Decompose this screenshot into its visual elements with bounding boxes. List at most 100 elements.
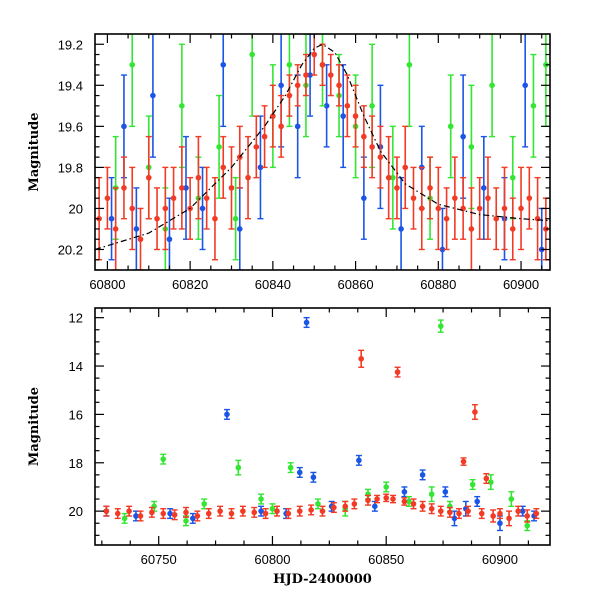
data-point [460,458,467,465]
data-point [307,72,313,78]
data-point [452,195,458,201]
data-point [468,144,475,150]
data-point [203,195,210,201]
data-point [311,51,318,58]
data-point [352,113,359,119]
data-point [171,511,178,518]
data-point [310,474,317,481]
data-point [406,498,412,505]
data-point [377,154,384,160]
data-point [506,515,512,522]
data-point [361,195,367,201]
data-point [274,508,280,514]
data-point [406,61,413,68]
data-point [443,215,450,222]
data-point [402,164,409,171]
data-point [170,195,177,201]
data-point [533,510,540,517]
data-point [129,205,136,212]
data-point [460,133,466,140]
data-point [249,51,255,58]
data-point [137,236,144,243]
data-point [336,82,342,89]
data-point [308,507,314,513]
data-point [294,123,301,130]
data-point [303,72,309,78]
data-point [427,185,433,191]
data-point [365,497,371,504]
data-point [508,496,515,502]
series-red [103,349,540,527]
data-point [167,510,173,517]
data-point [419,472,426,478]
y-axis-label: Magnitude [27,387,42,466]
data-point [121,515,128,522]
data-point [518,205,524,212]
data-point [497,520,503,527]
data-point [179,185,185,191]
data-point [481,185,487,191]
data-point [287,464,294,471]
data-point [401,488,408,495]
data-point [524,522,531,529]
data-point [212,215,218,222]
data-point [205,510,212,517]
data-point [340,113,346,119]
data-point [439,246,446,253]
y-tick-label: 20 [69,504,83,519]
data-point [451,515,458,522]
plot-frame [94,33,551,271]
data-point [112,226,119,232]
series-red [96,34,549,270]
data-point [190,515,196,522]
data-point [278,123,284,130]
data-point [428,505,435,512]
data-point [493,215,500,222]
data-point [145,174,152,181]
data-point [149,509,155,516]
data-point [331,504,337,511]
data-point [456,510,462,517]
data-point [183,509,189,516]
data-point [286,92,293,99]
data-point [524,513,531,519]
data-point [262,510,269,517]
data-point [488,479,494,485]
data-point [154,215,160,222]
data-point [390,174,396,181]
data-point [137,513,144,519]
bottom-panel-light-curve: 60750 60800 60850 60900 12 14 16 18 20 Magnitude H… [27,307,551,587]
data-point [160,456,167,462]
data-point [133,226,140,232]
y-tick-label: 20.2 [58,242,83,257]
data-point [394,369,401,375]
data-point [410,195,417,201]
series-blue [108,34,545,270]
data-point [240,508,246,514]
data-point [269,505,276,512]
data-point [258,496,264,502]
data-point [114,510,121,517]
data-point [319,508,326,514]
data-point [270,113,276,119]
data-point [476,205,483,212]
data-point [199,205,206,212]
data-point [383,495,390,501]
data-point [194,513,201,519]
data-point [385,174,392,181]
data-point [534,215,541,222]
data-point [509,174,516,181]
data-point [220,164,227,171]
data-point [103,508,110,514]
data-point [442,488,449,495]
data-point [468,226,475,232]
data-point [257,164,264,171]
data-point [327,72,334,78]
data-point [356,457,362,464]
data-point [228,185,235,191]
data-point [410,501,417,507]
data-point [390,496,396,502]
x-tick-label: 60900 [482,552,518,567]
data-point [383,484,390,490]
